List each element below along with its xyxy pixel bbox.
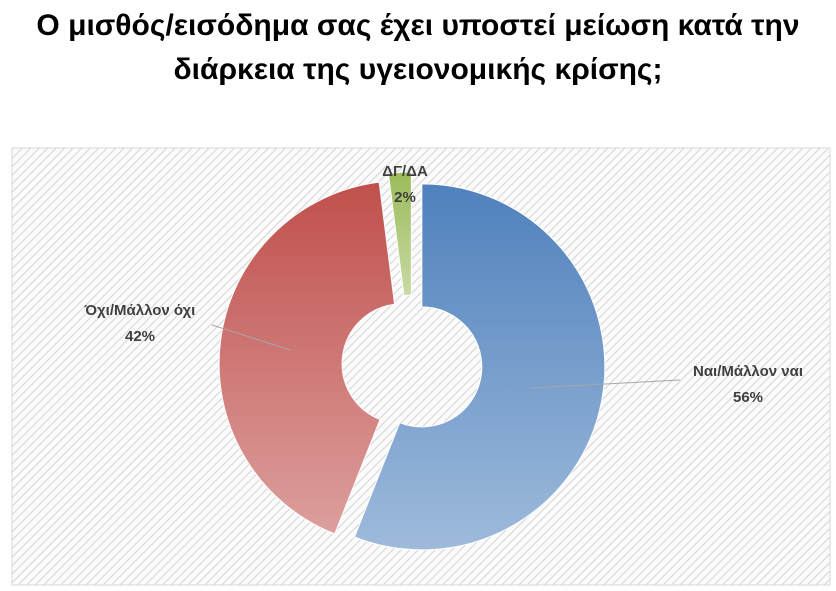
data-label-category: Όχι/Μάλλον όχι — [84, 302, 196, 319]
leader-line — [529, 379, 681, 389]
data-label-value: 56% — [733, 389, 763, 406]
donut-slice — [387, 171, 412, 297]
data-label-value: 2% — [394, 189, 416, 206]
data-label-category: Ναι/Μάλλον ναι — [693, 363, 803, 380]
chart-title: Ο μισθός/εισόδημα σας έχει υποστεί μείωσ… — [36, 9, 800, 86]
data-label-value: 42% — [125, 328, 155, 345]
donut-slice — [353, 183, 606, 551]
data-label-category: ΔΓ/ΔΑ — [382, 163, 428, 180]
donut-slice — [218, 181, 396, 535]
leader-line — [211, 324, 291, 351]
